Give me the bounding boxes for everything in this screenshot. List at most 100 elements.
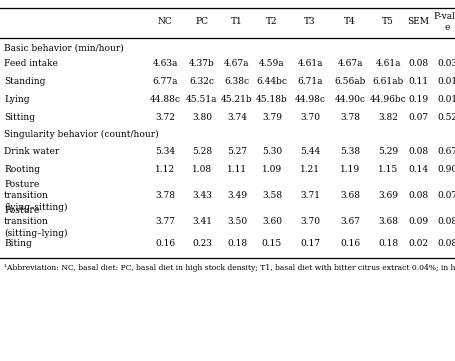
Text: 44.90c: 44.90c [334, 96, 365, 104]
Text: 1.08: 1.08 [192, 165, 212, 174]
Text: 0.02: 0.02 [408, 239, 428, 248]
Text: 5.28: 5.28 [192, 148, 212, 157]
Text: T4: T4 [344, 17, 356, 26]
Text: 1.12: 1.12 [155, 165, 175, 174]
Text: 4.63a: 4.63a [152, 60, 178, 69]
Text: 45.18b: 45.18b [256, 96, 288, 104]
Text: 5.34: 5.34 [155, 148, 175, 157]
Text: 3.43: 3.43 [192, 191, 212, 200]
Text: Sitting: Sitting [4, 113, 35, 122]
Text: Posture
transition
(lying–sitting): Posture transition (lying–sitting) [4, 180, 67, 212]
Text: 6.77a: 6.77a [152, 78, 178, 87]
Text: T1: T1 [231, 17, 243, 26]
Text: 1.15: 1.15 [378, 165, 398, 174]
Text: 3.78: 3.78 [155, 191, 175, 200]
Text: 0.15: 0.15 [262, 239, 282, 248]
Text: 45.51a: 45.51a [186, 96, 218, 104]
Text: 5.38: 5.38 [340, 148, 360, 157]
Text: Standing: Standing [4, 78, 46, 87]
Text: 6.56ab: 6.56ab [334, 78, 366, 87]
Text: 44.88c: 44.88c [150, 96, 181, 104]
Text: 0.18: 0.18 [227, 239, 247, 248]
Text: 1.11: 1.11 [227, 165, 247, 174]
Text: 0.90: 0.90 [437, 165, 455, 174]
Text: 0.67: 0.67 [437, 148, 455, 157]
Text: 0.11: 0.11 [408, 78, 428, 87]
Text: 3.70: 3.70 [300, 113, 320, 122]
Text: 0.08: 0.08 [408, 191, 428, 200]
Text: 1.21: 1.21 [300, 165, 320, 174]
Text: 6.44bc: 6.44bc [257, 78, 288, 87]
Text: 0.08: 0.08 [437, 239, 455, 248]
Text: 6.71a: 6.71a [297, 78, 323, 87]
Text: Drink water: Drink water [4, 148, 59, 157]
Text: 3.71: 3.71 [300, 191, 320, 200]
Text: 0.07: 0.07 [408, 113, 428, 122]
Text: 0.16: 0.16 [340, 239, 360, 248]
Text: 3.82: 3.82 [378, 113, 398, 122]
Text: 1.19: 1.19 [340, 165, 360, 174]
Text: 0.16: 0.16 [155, 239, 175, 248]
Text: 5.29: 5.29 [378, 148, 398, 157]
Text: 0.17: 0.17 [300, 239, 320, 248]
Text: 3.67: 3.67 [340, 217, 360, 226]
Text: Singularity behavior (count/hour): Singularity behavior (count/hour) [4, 130, 159, 139]
Text: 0.18: 0.18 [378, 239, 398, 248]
Text: 5.27: 5.27 [227, 148, 247, 157]
Text: Biting: Biting [4, 239, 32, 248]
Text: 0.01: 0.01 [437, 96, 455, 104]
Text: 5.30: 5.30 [262, 148, 282, 157]
Text: 3.60: 3.60 [262, 217, 282, 226]
Text: 0.01: 0.01 [437, 78, 455, 87]
Text: 3.68: 3.68 [378, 217, 398, 226]
Text: 0.23: 0.23 [192, 239, 212, 248]
Text: PC: PC [196, 17, 208, 26]
Text: Rooting: Rooting [4, 165, 40, 174]
Text: 4.67a: 4.67a [337, 60, 363, 69]
Text: 3.79: 3.79 [262, 113, 282, 122]
Text: 0.14: 0.14 [408, 165, 428, 174]
Text: T3: T3 [304, 17, 316, 26]
Text: 4.61a: 4.61a [375, 60, 401, 69]
Text: 4.61a: 4.61a [297, 60, 323, 69]
Text: 4.59a: 4.59a [259, 60, 285, 69]
Text: 3.74: 3.74 [227, 113, 247, 122]
Text: 3.50: 3.50 [227, 217, 247, 226]
Text: 0.09: 0.09 [408, 217, 428, 226]
Text: Posture
transition
(sitting–lying): Posture transition (sitting–lying) [4, 206, 67, 238]
Text: T5: T5 [382, 17, 394, 26]
Text: 0.08: 0.08 [408, 60, 428, 69]
Text: 44.98c: 44.98c [294, 96, 325, 104]
Text: 0.52: 0.52 [437, 113, 455, 122]
Text: 3.70: 3.70 [300, 217, 320, 226]
Text: 3.72: 3.72 [155, 113, 175, 122]
Text: Basic behavior (min/hour): Basic behavior (min/hour) [4, 43, 124, 52]
Text: 3.78: 3.78 [340, 113, 360, 122]
Text: 0.08: 0.08 [437, 217, 455, 226]
Text: 0.07: 0.07 [437, 191, 455, 200]
Text: Feed intake: Feed intake [4, 60, 58, 69]
Text: 5.44: 5.44 [300, 148, 320, 157]
Text: 44.96bc: 44.96bc [369, 96, 406, 104]
Text: 0.03: 0.03 [437, 60, 455, 69]
Text: NC: NC [157, 17, 172, 26]
Text: 3.77: 3.77 [155, 217, 175, 226]
Text: 6.32c: 6.32c [189, 78, 214, 87]
Text: T2: T2 [266, 17, 278, 26]
Text: P-valu
e: P-valu e [433, 12, 455, 32]
Text: 4.37b: 4.37b [189, 60, 215, 69]
Text: 6.61ab: 6.61ab [372, 78, 404, 87]
Text: SEM: SEM [407, 17, 429, 26]
Text: ¹Abbreviation: NC, basal diet: PC, basal diet in high stock density; T1, basal d: ¹Abbreviation: NC, basal diet: PC, basal… [4, 264, 455, 272]
Text: 6.38c: 6.38c [224, 78, 249, 87]
Text: 45.21b: 45.21b [221, 96, 253, 104]
Text: 3.58: 3.58 [262, 191, 282, 200]
Text: 3.69: 3.69 [378, 191, 398, 200]
Text: 0.19: 0.19 [408, 96, 428, 104]
Text: 0.08: 0.08 [408, 148, 428, 157]
Text: 3.80: 3.80 [192, 113, 212, 122]
Text: 3.68: 3.68 [340, 191, 360, 200]
Text: 4.67a: 4.67a [224, 60, 250, 69]
Text: 1.09: 1.09 [262, 165, 282, 174]
Text: 3.41: 3.41 [192, 217, 212, 226]
